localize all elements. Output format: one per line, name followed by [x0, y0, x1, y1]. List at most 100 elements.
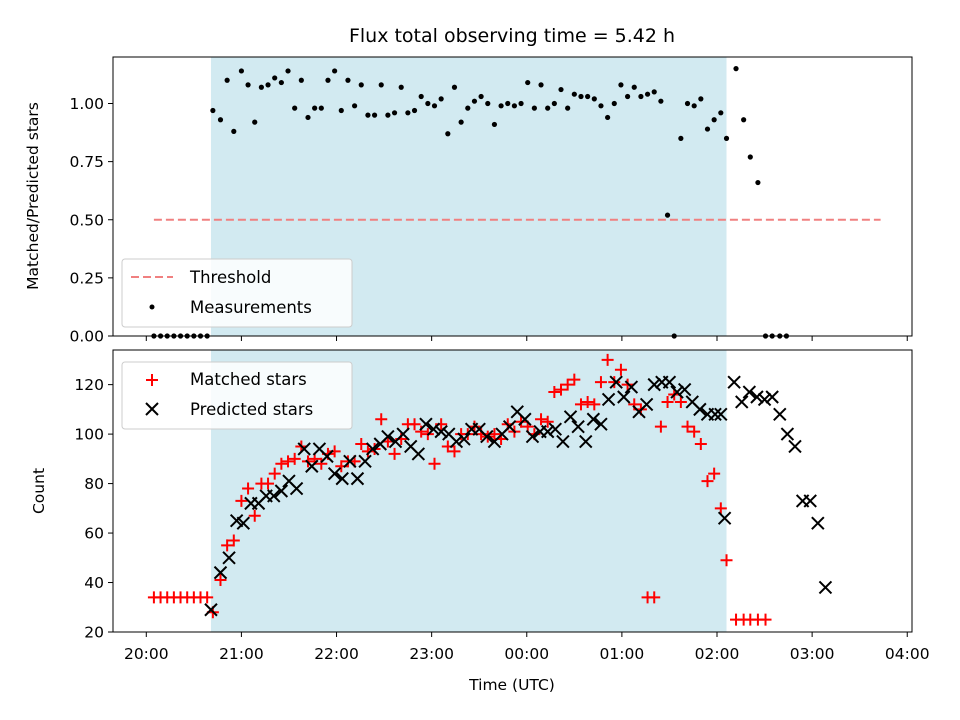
- count-ytick-label: 120: [74, 376, 104, 394]
- matched-star-point: [581, 395, 594, 408]
- predicted-star-point: [788, 439, 802, 454]
- measurement-point: [664, 212, 671, 218]
- predicted-star-point: [811, 516, 825, 530]
- predicted-star-point: [320, 449, 334, 464]
- measurement-point: [210, 107, 216, 114]
- predicted-star-point: [662, 375, 677, 389]
- measurement-point: [571, 91, 577, 97]
- measurement-point: [385, 112, 391, 118]
- measurement-point: [292, 105, 298, 111]
- matched-star-point: [674, 395, 687, 408]
- measurement-point: [471, 98, 478, 104]
- matched-star-point: [388, 447, 401, 460]
- matched-star-point: [408, 418, 421, 431]
- x-tick-label: 21:00: [219, 645, 264, 663]
- count-legend: Matched stars Predicted stars: [121, 361, 353, 430]
- ratio-ytick-label: 0.75: [69, 153, 104, 171]
- x-tick-label: 22:00: [314, 645, 359, 663]
- legend-predicted-marker: [145, 402, 159, 416]
- measurement-point: [425, 100, 431, 107]
- predicted-star-point: [525, 429, 540, 444]
- predicted-star-point: [502, 419, 517, 434]
- predicted-star-point: [305, 459, 319, 473]
- matched-star-point: [588, 398, 601, 411]
- predicted-star-point: [358, 454, 372, 469]
- predicted-star-point: [518, 412, 532, 426]
- measurement-point: [658, 98, 664, 104]
- measurement-point: [258, 84, 264, 90]
- predicted-star-point: [365, 442, 380, 456]
- matched-star-point: [548, 386, 561, 399]
- measurement-point: [405, 110, 411, 116]
- ratio-ytick-label: 1.00: [69, 95, 104, 113]
- count-legend-box: [121, 361, 353, 430]
- predicted-star-point: [757, 392, 772, 407]
- measurement-point: [365, 112, 371, 118]
- x-tick-label: 00:00: [504, 645, 549, 663]
- matched-star-point: [375, 413, 388, 426]
- measurement-point: [265, 82, 271, 88]
- matched-star-point: [701, 475, 714, 488]
- matched-star-point: [688, 425, 701, 438]
- predicted-star-point: [708, 407, 722, 422]
- measurement-point: [558, 86, 564, 93]
- ratio-legend-box: [121, 258, 353, 328]
- count-ytick-label: 80: [84, 475, 104, 493]
- predicted-star-point: [670, 385, 684, 399]
- legend-threshold-label: Threshold: [189, 268, 271, 287]
- matched-star-point: [201, 591, 214, 604]
- measurement-point: [325, 77, 331, 83]
- predicted-star-point: [617, 390, 631, 404]
- matched-star-point: [694, 438, 707, 450]
- matched-star-point: [262, 477, 275, 490]
- predicted-star-point: [548, 422, 563, 436]
- measurement-point: [465, 105, 471, 111]
- predicted-star-point: [609, 375, 623, 389]
- measurement-point: [352, 103, 358, 109]
- measurement-point: [305, 114, 311, 121]
- predicted-star-point: [411, 447, 426, 461]
- matched-star-point: [608, 376, 621, 389]
- measurement-point: [691, 103, 697, 109]
- predicted-star-point: [343, 454, 357, 469]
- matched-star-point: [541, 415, 554, 428]
- legend-matched-label: Matched stars: [190, 370, 307, 389]
- ratio-ytick-label: 0.00: [69, 328, 104, 346]
- measurement-point: [545, 105, 551, 111]
- predicted-star-point: [222, 551, 236, 565]
- measurement-point: [445, 131, 451, 137]
- predicted-star-point: [727, 375, 741, 389]
- predicted-star-point: [571, 419, 585, 434]
- measurement-point: [718, 110, 724, 116]
- measurement-point: [585, 93, 591, 100]
- predicted-star-point: [803, 494, 817, 508]
- matched-star-point: [535, 413, 548, 426]
- measurement-point: [525, 79, 531, 86]
- matched-star-point: [759, 613, 772, 626]
- measurement-point: [378, 82, 384, 88]
- measurement-point: [741, 117, 747, 123]
- predicted-star-point: [350, 471, 365, 486]
- measurement-point: [624, 93, 631, 100]
- matched-star-point: [594, 376, 607, 389]
- x-tick-label: 20:00: [124, 645, 169, 663]
- ratio-ytick-label: 0.50: [69, 211, 104, 229]
- measurement-point: [231, 128, 237, 134]
- measurement-point: [684, 100, 691, 107]
- predicted-star-point: [297, 442, 311, 456]
- matched-star-point: [561, 378, 574, 391]
- predicted-star-point: [586, 412, 601, 426]
- predicted-star-point: [563, 410, 578, 424]
- measurement-point: [723, 135, 730, 141]
- predicted-star-point: [556, 434, 570, 449]
- measurement-point: [491, 121, 498, 128]
- measurement-point: [224, 77, 230, 83]
- predicted-star-point: [540, 424, 555, 439]
- matched-star-point: [654, 420, 667, 433]
- matched-star-point: [708, 467, 721, 480]
- x-tick-label: 01:00: [600, 645, 645, 663]
- measurement-point: [245, 82, 251, 88]
- measurement-point: [578, 93, 584, 100]
- predicted-star-point: [449, 434, 464, 449]
- matched-star-point: [661, 395, 674, 408]
